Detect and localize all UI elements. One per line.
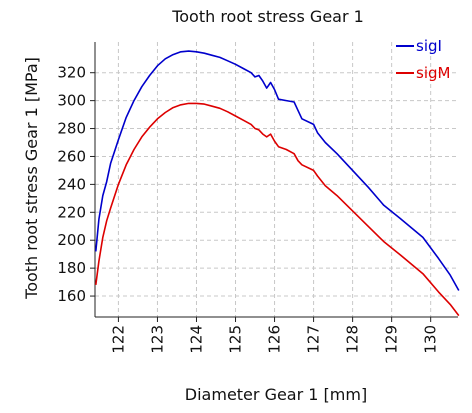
y-tick-label: 320 <box>57 64 86 82</box>
y-tick-label: 280 <box>57 120 86 138</box>
y-tick-label: 180 <box>57 259 86 277</box>
series-line-sigM <box>95 102 460 317</box>
y-tick-label: 300 <box>57 92 86 110</box>
x-tick-label: 128 <box>344 325 362 354</box>
y-tick-label: 240 <box>57 175 86 193</box>
x-axis-label: Diameter Gear 1 [mm] <box>185 385 367 404</box>
x-tick-label: 123 <box>148 325 166 354</box>
chart-title: Tooth root stress Gear 1 <box>171 7 364 26</box>
series-line-sigI <box>95 50 460 291</box>
y-axis-label: Tooth root stress Gear 1 [MPa] <box>22 57 41 300</box>
x-tick-label: 126 <box>266 325 284 354</box>
tick-labels: 160 180 200 220 240 260 280 300 320 122 123 124 125 1… <box>57 64 439 354</box>
y-tick-label: 200 <box>57 231 86 249</box>
x-tick-label: 127 <box>305 325 323 354</box>
x-tick-label: 122 <box>109 325 127 354</box>
x-tick-label: 125 <box>227 325 245 354</box>
axes <box>90 42 458 322</box>
y-tick-label: 260 <box>57 147 86 165</box>
y-tick-label: 160 <box>57 287 86 305</box>
series-group <box>95 50 460 317</box>
grid <box>95 42 458 317</box>
y-tick-label: 220 <box>57 203 86 221</box>
x-tick-label: 124 <box>187 325 205 354</box>
x-tick-label: 129 <box>383 325 401 354</box>
x-tick-label: 130 <box>422 325 440 354</box>
legend: sigI sigM <box>396 37 450 82</box>
legend-label-sigM: sigM <box>416 64 450 82</box>
legend-label-sigI: sigI <box>416 37 442 55</box>
